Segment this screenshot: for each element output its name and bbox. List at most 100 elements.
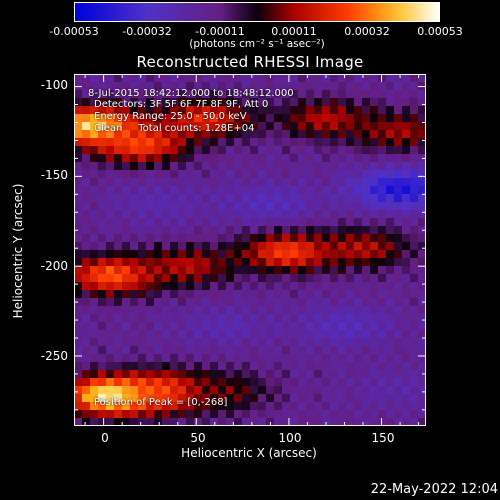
heatmap-cell [410,186,419,195]
heatmap-cell [162,226,171,235]
heatmap-cell [162,154,171,163]
heatmap-cell [306,314,315,323]
heatmap-cell [266,162,275,171]
heatmap-cell [402,154,411,163]
heatmap-cell [218,298,227,307]
heatmap-cell [98,362,107,371]
heatmap-cell [298,162,307,171]
heatmap-cell [330,386,339,395]
heatmap-cell [330,82,339,91]
heatmap-cell [282,370,291,379]
heatmap-cell [362,146,371,155]
heatmap-cell [146,338,155,347]
heatmap-cell [258,242,267,251]
heatmap-cell [386,258,395,267]
heatmap-cell [346,298,355,307]
heatmap-cell [282,274,291,283]
heatmap-cell [290,98,299,107]
heatmap-cell [146,186,155,195]
heatmap-cell [82,74,91,83]
heatmap-cell [154,226,163,235]
heatmap-cell [170,170,179,179]
heatmap-cell [170,106,179,115]
heatmap-cell [370,282,379,291]
heatmap-cell [290,146,299,155]
heatmap-cell [210,266,219,275]
heatmap-cell [386,218,395,227]
heatmap-cell [170,186,179,195]
heatmap-cell [242,330,251,339]
heatmap-cell [322,154,331,163]
heatmap-cell [322,290,331,299]
heatmap-cell [258,226,267,235]
heatmap-cell [346,378,355,387]
heatmap-cell [338,138,347,147]
heatmap-cell [306,290,315,299]
heatmap-cell [386,378,395,387]
heatmap-cell [202,74,211,83]
heatmap-cell [146,202,155,211]
heatmap-cell [170,282,179,291]
heatmap-cell [266,394,275,403]
heatmap-cell [234,210,243,219]
heatmap-cell [210,218,219,227]
heatmap-cell [250,402,259,411]
heatmap-cell [90,258,99,267]
heatmap-cell [114,402,123,411]
heatmap-cell [250,274,259,283]
heatmap-cell [338,362,347,371]
heatmap-cell [178,362,187,371]
heatmap-cell [274,266,283,275]
heatmap-cell [386,90,395,99]
heatmap-cell [90,170,99,179]
heatmap-cell [146,418,155,426]
heatmap-cell [378,82,387,91]
heatmap-cell [162,402,171,411]
heatmap-cell [322,402,331,411]
heatmap-cell [322,226,331,235]
heatmap-cell [322,82,331,91]
heatmap-cell [394,354,403,363]
heatmap-cell [314,178,323,187]
heatmap-cell [354,178,363,187]
heatmap-cell [130,170,139,179]
heatmap-cell [418,122,426,131]
heatmap-cell [242,194,251,203]
heatmap-cell [162,306,171,315]
heatmap-cell [242,386,251,395]
heatmap-cell [130,242,139,251]
heatmap-cell [298,378,307,387]
y-tick-label: -200 [40,259,68,273]
heatmap-cell [354,98,363,107]
heatmap-cell [258,186,267,195]
heatmap-cell [378,386,387,395]
heatmap-cell [194,322,203,331]
heatmap-cell [218,282,227,291]
heatmap-cell [242,298,251,307]
heatmap-cell [394,410,403,419]
heatmap-cell [242,218,251,227]
heatmap-cell [202,154,211,163]
heatmap-cell [378,290,387,299]
heatmap-cell [146,122,155,131]
heatmap-cell [202,226,211,235]
heatmap-cell [306,162,315,171]
heatmap-cell [122,410,131,419]
heatmap-cell [170,114,179,123]
heatmap-cell [274,218,283,227]
heatmap-cell [354,290,363,299]
heatmap-cell [90,354,99,363]
heatmap-cell [178,146,187,155]
heatmap-cell [114,210,123,219]
heatmap-cell [274,162,283,171]
heatmap-cell [74,138,83,147]
heatmap-cell [114,202,123,211]
heatmap-cell [402,138,411,147]
heatmap-cell [178,250,187,259]
heatmap-cell [178,202,187,211]
heatmap-cell [74,370,83,379]
heatmap-cell [418,410,426,419]
heatmap-cell [242,322,251,331]
heatmap-cell [138,290,147,299]
heatmap-cell [90,386,99,395]
